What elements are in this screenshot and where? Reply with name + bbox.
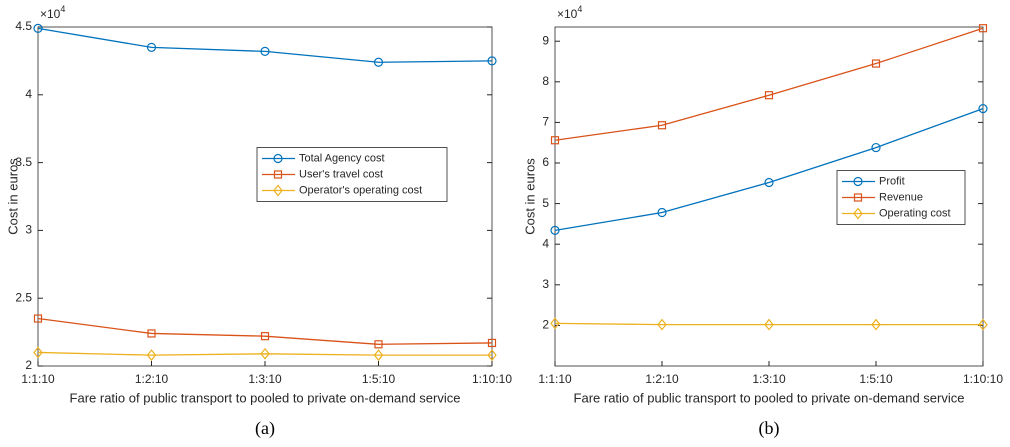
marker: [871, 142, 881, 153]
x-tick-label: 1:10:10: [472, 372, 512, 386]
y-axis-label: Cost in euros: [5, 158, 20, 235]
y-tick-label: 9: [542, 33, 549, 47]
marker: [487, 349, 497, 362]
marker: [657, 121, 667, 130]
marker: [657, 318, 667, 331]
marker: [550, 136, 560, 145]
y-tick-label: 5: [542, 196, 549, 210]
marker: [853, 193, 863, 202]
series-line: [37, 27, 493, 63]
x-tick-label: 1:10:10: [963, 372, 1003, 386]
x-tick-label: 1:2:10: [135, 372, 169, 386]
x-tick-label: 1:1:10: [538, 372, 572, 386]
x-axis-label: Fare ratio of public transport to pooled…: [574, 390, 965, 405]
series-line: [554, 322, 983, 326]
marker: [764, 91, 774, 100]
legend-label: Total Agency cost: [299, 152, 385, 164]
multiplier-exp: 4: [60, 4, 65, 14]
series-line: [37, 351, 492, 356]
marker: [871, 318, 881, 331]
marker: [33, 314, 43, 323]
x-tick-label: 1:2:10: [645, 372, 679, 386]
x-tick-label: 1:3:10: [248, 372, 282, 386]
marker: [33, 346, 43, 359]
multiplier-exp: 4: [577, 4, 582, 14]
marker: [260, 46, 270, 57]
x-tick-label: 1:5:10: [362, 372, 396, 386]
series-line: [554, 107, 984, 232]
y-tick-label: 3: [542, 277, 549, 291]
x-tick-label: 1:3:10: [752, 372, 786, 386]
caption: (a): [255, 418, 275, 439]
y-tick-label: 4.5: [15, 19, 32, 33]
marker: [550, 317, 560, 330]
marker: [146, 42, 157, 52]
marker: [978, 318, 988, 331]
marker: [373, 57, 384, 67]
y-tick-label: 4: [25, 87, 32, 101]
x-tick-label: 1:1:10: [21, 372, 55, 386]
legend-label: Operator's operating cost: [299, 184, 422, 196]
marker: [374, 340, 383, 349]
marker: [764, 318, 774, 331]
marker: [260, 347, 270, 360]
y-tick-label: 2: [542, 318, 549, 332]
marker: [853, 176, 863, 187]
marker: [487, 56, 497, 66]
y-tick-label: 3: [25, 223, 32, 237]
multiplier-base: ×10: [557, 7, 578, 21]
x-tick-label: 1:5:10: [859, 372, 893, 386]
marker: [147, 329, 156, 338]
marker: [978, 104, 988, 114]
caption: (b): [759, 418, 780, 439]
y-multiplier: ×104: [557, 4, 582, 21]
marker: [273, 153, 283, 164]
marker: [273, 184, 283, 197]
marker: [657, 207, 667, 218]
legend-label: Operating cost: [879, 207, 951, 219]
marker: [260, 332, 270, 341]
marker: [978, 24, 988, 33]
legend-label: Profit: [879, 175, 905, 187]
marker: [487, 338, 497, 348]
marker: [550, 225, 560, 235]
marker: [33, 23, 43, 33]
y-tick-label: 2: [25, 358, 32, 372]
y-tick-label: 4: [542, 236, 549, 250]
x-axis-label: Fare ratio of public transport to pooled…: [70, 390, 461, 405]
y-tick-label: 7: [542, 115, 549, 129]
y-tick-label: 8: [542, 74, 549, 88]
y-axis-label: Cost in euros: [522, 158, 537, 235]
series-line: [554, 27, 984, 141]
marker: [273, 170, 283, 179]
y-tick-label: 3.5: [15, 155, 32, 169]
marker: [853, 207, 863, 220]
y-tick-label: 2.5: [15, 290, 32, 304]
y-tick-label: 6: [542, 155, 549, 169]
multiplier-base: ×10: [40, 7, 61, 21]
legend-label: Revenue: [879, 191, 923, 203]
legend-label: User's travel cost: [299, 168, 383, 180]
marker: [373, 349, 384, 362]
marker: [146, 349, 157, 362]
marker: [764, 177, 774, 188]
y-multiplier: ×104: [40, 4, 65, 21]
series-line: [37, 317, 493, 345]
marker: [871, 59, 881, 68]
